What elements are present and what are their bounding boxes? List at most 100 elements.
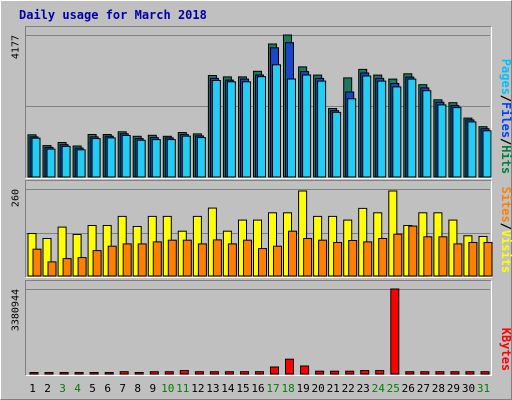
x-tick-label-11: 11 (176, 382, 189, 395)
bar-visits-day-19 (298, 190, 308, 277)
bar-kbytes-day-1 (29, 372, 39, 375)
x-tick-label-13: 13 (206, 382, 219, 395)
bar-pages-day-1 (31, 137, 41, 178)
bar-sites-day-30 (468, 242, 478, 277)
bar-pages-day-7 (121, 135, 131, 178)
x-tick-label-26: 26 (402, 382, 415, 395)
bar-kbytes-day-12 (194, 371, 204, 375)
bar-sites-day-3 (62, 258, 72, 277)
bar-sites-day-4 (77, 257, 87, 277)
axis-max-label: 3380944 (11, 289, 22, 331)
bar-kbytes-day-16 (255, 371, 264, 375)
axis-max-label: 260 (11, 189, 22, 207)
bar-visits-day-16 (253, 219, 262, 277)
bar-kbytes-day-15 (240, 371, 249, 375)
x-tick-label-25: 25 (387, 382, 400, 395)
bar-sites-day-11 (182, 239, 192, 277)
bar-pages-day-3 (61, 145, 71, 178)
bar-pages-day-11 (181, 135, 191, 178)
legend-sites: Sites (499, 187, 512, 223)
bar-pages-day-19 (302, 74, 312, 178)
bar-pages-day-21 (332, 111, 342, 178)
bar-sites-day-31 (483, 242, 493, 277)
x-tick-label-22: 22 (342, 382, 355, 395)
panel-kbytes (25, 280, 491, 375)
legend-separator: / (499, 223, 512, 230)
bar-kbytes-day-8 (134, 372, 144, 375)
x-tick-label-6: 6 (104, 382, 111, 395)
x-tick-label-23: 23 (357, 382, 370, 395)
x-tick-label-17: 17 (266, 382, 279, 395)
bar-pages-day-23 (362, 75, 372, 178)
x-tick-label-1: 1 (29, 382, 36, 395)
bar-pages-day-30 (467, 121, 477, 178)
bar-sites-day-28 (438, 236, 448, 277)
x-tick-label-14: 14 (221, 382, 235, 395)
x-tick-label-4: 4 (74, 382, 81, 395)
bar-sites-day-27 (423, 236, 433, 277)
bar-kbytes-day-29 (450, 371, 460, 375)
bar-pages-day-2 (46, 148, 56, 178)
bar-sites-day-9 (152, 241, 162, 277)
x-tick-label-24: 24 (372, 382, 386, 395)
bar-sites-day-14 (227, 243, 237, 277)
axis-max-label: 4177 (11, 35, 22, 59)
bar-sites-day-10 (167, 239, 177, 277)
bar-sites-day-6 (107, 245, 117, 277)
x-tick-label-10: 10 (161, 382, 174, 395)
bar-pages-day-17 (272, 64, 281, 178)
bar-kbytes-day-11 (179, 370, 189, 375)
bar-pages-day-20 (317, 80, 327, 178)
x-tick-label-20: 20 (311, 382, 324, 395)
bar-sites-day-23 (363, 241, 373, 277)
bar-sites-day-13 (212, 239, 222, 277)
bar-visits-day-17 (268, 212, 277, 277)
x-tick-label-3: 3 (59, 382, 66, 395)
bar-kbytes-day-7 (119, 371, 129, 375)
x-tick-label-18: 18 (281, 382, 294, 395)
bar-kbytes-day-22 (345, 370, 355, 375)
x-tick-label-5: 5 (89, 382, 96, 395)
bar-pages-day-24 (377, 80, 387, 178)
bar-kbytes-day-31 (480, 371, 490, 375)
bar-pages-day-25 (392, 86, 402, 178)
bar-pages-day-22 (347, 98, 357, 178)
x-tick-label-9: 9 (149, 382, 156, 395)
x-tick-label-28: 28 (432, 382, 445, 395)
bar-pages-day-18 (287, 78, 296, 178)
bar-pages-day-10 (166, 139, 176, 178)
bar-visits-day-3 (57, 226, 67, 277)
bar-kbytes-day-9 (149, 371, 159, 375)
bar-pages-day-13 (211, 80, 221, 178)
bar-sites-day-1 (32, 248, 42, 277)
bar-pages-day-26 (407, 78, 417, 178)
bar-kbytes-day-30 (465, 371, 475, 375)
bar-kbytes-day-3 (59, 372, 69, 375)
bar-kbytes-day-25 (390, 288, 400, 375)
bar-sites-day-8 (137, 243, 147, 277)
panel-border-light (25, 26, 492, 179)
bar-sites-day-18 (288, 230, 297, 277)
x-tick-label-21: 21 (327, 382, 340, 395)
x-tick-label-12: 12 (191, 382, 204, 395)
bar-pages-day-31 (482, 130, 492, 178)
bar-sites-day-12 (197, 243, 207, 277)
bar-pages-day-27 (422, 90, 432, 178)
panel-border-light (25, 280, 492, 376)
legend-pages: Pages (499, 59, 512, 95)
panel-border-dark (25, 280, 492, 376)
bar-kbytes-day-17 (270, 366, 279, 375)
panel-border-dark (25, 180, 492, 278)
bar-sites-day-5 (92, 250, 102, 277)
x-tick-label-27: 27 (417, 382, 430, 395)
bar-visits-day-4 (72, 234, 82, 277)
bar-kbytes-day-24 (375, 370, 385, 375)
legend-files: Files (499, 102, 512, 138)
bar-pages-day-5 (91, 138, 101, 178)
bar-kbytes-day-20 (315, 370, 325, 375)
x-tick-label-29: 29 (447, 382, 460, 395)
bar-kbytes-day-6 (104, 372, 114, 375)
x-tick-label-2: 2 (44, 382, 51, 395)
